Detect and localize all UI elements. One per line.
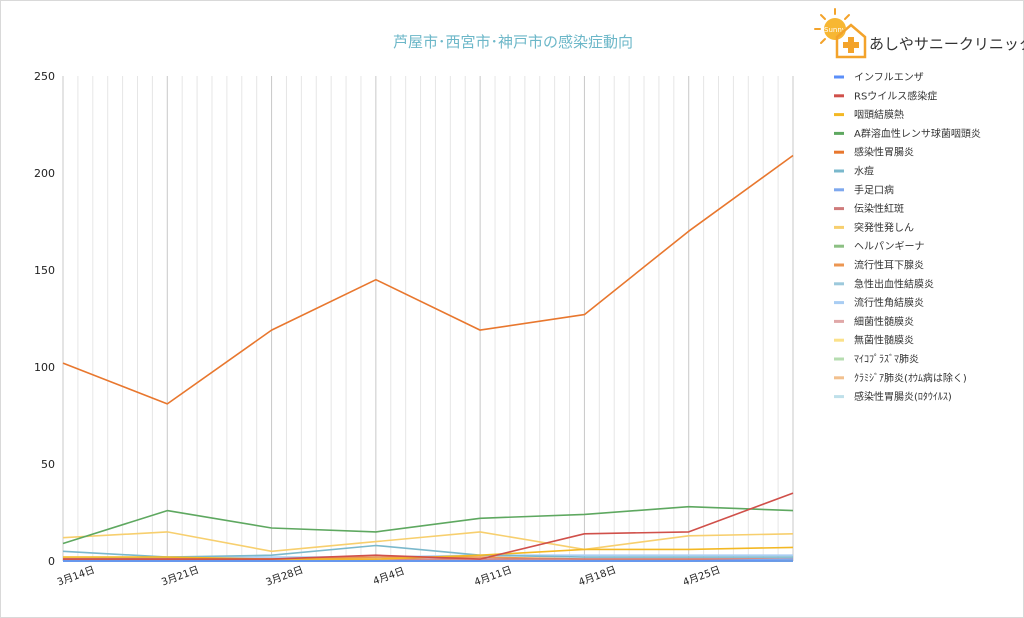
legend-swatch: [834, 188, 844, 192]
series-line: [62, 505, 794, 545]
legend-swatch: [834, 225, 844, 229]
legend-label: 感染性胃腸炎: [854, 146, 914, 159]
legend-label: ﾏｲｺﾌﾟﾗｽﾞﾏ肺炎: [854, 354, 919, 366]
legend-swatch: [834, 150, 844, 154]
legend-swatch: [834, 207, 844, 211]
y-tick-label: 50: [41, 458, 55, 471]
legend-swatch: [834, 131, 844, 135]
series-line: [63, 492, 794, 560]
x-tick-label: 4月4日: [371, 565, 406, 587]
legend-label: RSウイルス感染症: [854, 89, 937, 102]
axis-layer: 0 50 100 150 200 250 3月14日 3月21日 3月28日 4月4日 4月11日 4…: [34, 70, 793, 589]
y-tick-label: 0: [48, 555, 55, 568]
legend-swatch: [834, 376, 844, 380]
legend-label: 咽頭結膜熱: [854, 108, 904, 121]
x-tick-label: 4月18日: [577, 564, 618, 589]
legend-label: 無菌性髄膜炎: [854, 334, 914, 347]
legend-label: ヘルパンギーナ: [854, 241, 925, 253]
x-tick-label: 4月11日: [473, 564, 514, 589]
legend-swatch: [834, 94, 844, 98]
legend-label: A群溶血性レンサ球菌咽頭炎: [854, 127, 981, 140]
legend-swatch: [834, 301, 844, 305]
y-tick-label: 150: [34, 264, 55, 277]
clinic-logo: Sunny あしやサニークリニック: [813, 7, 1024, 63]
y-tick-label: 200: [34, 167, 55, 180]
legend-swatch: [834, 395, 844, 399]
series-layer: [62, 154, 794, 562]
x-tick-label: 3月14日: [56, 564, 97, 589]
legend-label: ｸﾗﾐｼﾞｱ肺炎(ｵｳﾑ病は除く): [854, 371, 967, 384]
legend-label: 急性出血性結膜炎: [854, 277, 934, 290]
series-line: [62, 154, 794, 405]
legend-swatch: [834, 319, 844, 323]
clinic-name: あしやサニークリニック: [869, 35, 1024, 53]
legend-label: 流行性角結膜炎: [854, 296, 924, 309]
legend-swatch: [834, 113, 844, 117]
chart-title: 芦屋市･西宮市･神戸市の感染症動向: [393, 33, 633, 51]
grid-layer: [62, 76, 794, 561]
legend-swatch: [834, 263, 844, 267]
series-line: [62, 531, 794, 553]
legend-swatch: [834, 338, 844, 342]
legend-swatch: [834, 244, 844, 248]
legend-label: 水痘: [854, 165, 874, 178]
sun-house-icon: Sunny: [814, 8, 867, 59]
legend-swatch: [834, 169, 844, 173]
legend-label: 手足口病: [854, 183, 894, 196]
legend-swatch: [834, 357, 844, 361]
y-tick-label: 100: [34, 361, 55, 374]
legend-label: インフルエンザ: [854, 72, 924, 84]
x-tick-label: 3月28日: [264, 564, 305, 589]
legend-label: 細菌性髄膜炎: [854, 315, 914, 328]
logo-badge-text: Sunny: [824, 26, 846, 34]
y-tick-label: 250: [34, 70, 55, 83]
x-tick-label: 4月25日: [681, 564, 722, 589]
legend-label: 伝染性紅斑: [854, 202, 904, 215]
legend-swatch: [834, 75, 844, 79]
legend-swatch: [834, 282, 844, 286]
legend-label: 感染性胃腸炎(ﾛﾀｳｲﾙｽ): [854, 390, 952, 403]
legend-label: 突発性発しん: [854, 221, 914, 234]
x-tick-label: 3月21日: [160, 564, 201, 589]
legend-label: 流行性耳下腺炎: [854, 259, 924, 272]
